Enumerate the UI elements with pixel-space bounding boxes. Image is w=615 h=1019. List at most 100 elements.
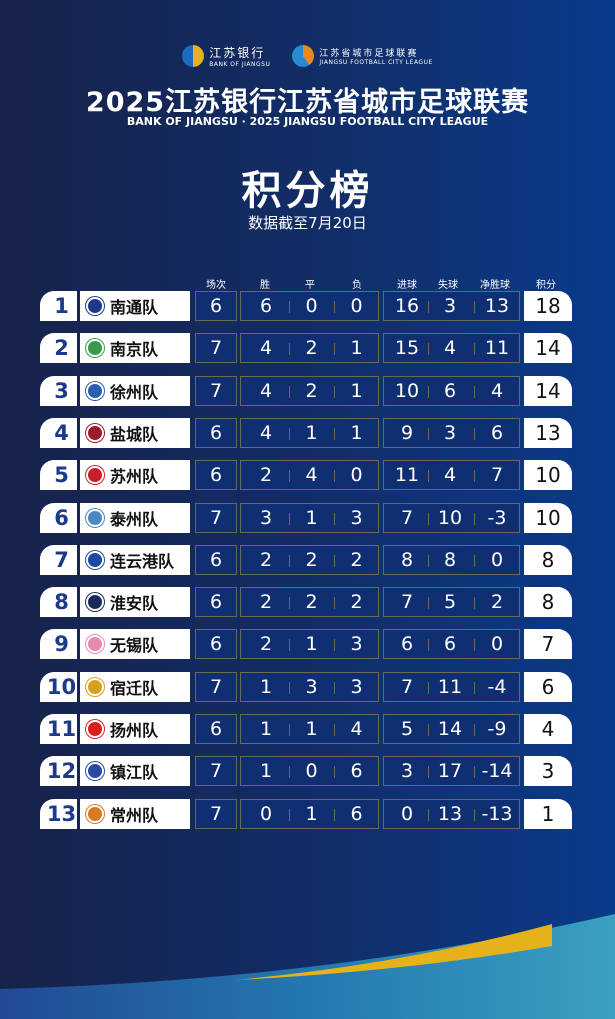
col-played: 场次 <box>206 280 226 291</box>
rank: 8 <box>40 587 77 618</box>
goals-against: 11 <box>437 675 463 698</box>
goals-for: 0 <box>400 802 414 825</box>
points: 4 <box>524 714 572 744</box>
table-row[interactable]: 12 镇江队 7 1 0 6 3 17 -14 3 <box>0 756 615 787</box>
rank: 4 <box>40 417 77 448</box>
draws: 1 <box>305 421 318 444</box>
goals-for: 7 <box>400 675 414 698</box>
goals-against: 3 <box>443 421 457 444</box>
team-cell: 宿迁队 <box>80 671 190 702</box>
goal-diff: 0 <box>490 633 504 656</box>
table-row[interactable]: 6 泰州队 7 3 1 3 7 10 -3 10 <box>0 502 615 533</box>
gold-stripe <box>235 924 552 980</box>
team-badge-icon <box>86 550 104 569</box>
decorative-wave <box>0 914 615 1019</box>
wins: 2 <box>259 591 273 614</box>
played: 6 <box>195 714 237 744</box>
wdl-group: 6 0 0 <box>240 291 379 321</box>
rank: 6 <box>40 502 77 533</box>
goals-group: 7 5 2 <box>383 587 520 618</box>
table-row[interactable]: 13 常州队 7 0 1 6 0 13 -13 1 <box>0 798 615 829</box>
table-row[interactable]: 4 盐城队 6 4 1 1 9 3 6 13 <box>0 417 615 448</box>
goals-for: 7 <box>400 591 414 614</box>
team-name: 淮安队 <box>110 594 159 614</box>
goals-group: 11 4 7 <box>383 460 520 491</box>
goals-for: 11 <box>394 464 420 487</box>
table-row[interactable]: 3 徐州队 7 4 2 1 10 6 4 14 <box>0 375 615 406</box>
table-row[interactable]: 7 连云港队 6 2 2 2 8 8 0 8 <box>0 544 615 575</box>
points: 8 <box>524 544 572 575</box>
team-cell: 扬州队 <box>80 714 190 744</box>
played: 6 <box>195 460 237 491</box>
team-cell: 苏州队 <box>80 460 190 491</box>
played: 7 <box>195 756 237 787</box>
played: 6 <box>195 587 237 618</box>
wdl-group: 4 2 1 <box>240 333 379 364</box>
goals-group: 7 11 -4 <box>383 671 520 702</box>
team-badge-icon <box>86 720 104 738</box>
table-row[interactable]: 8 淮安队 6 2 2 2 7 5 2 8 <box>0 587 615 618</box>
league-logo-icon <box>292 45 315 67</box>
played: 6 <box>195 629 237 660</box>
goal-diff: -4 <box>487 675 507 698</box>
goals-against: 10 <box>437 506 463 529</box>
goals-for: 15 <box>394 337 420 360</box>
rank: 3 <box>40 375 77 406</box>
standings-title: 积分榜 <box>241 168 374 214</box>
table-row[interactable]: 2 南京队 7 4 2 1 15 4 11 14 <box>0 333 615 364</box>
goal-diff: 7 <box>490 464 504 487</box>
losses: 1 <box>350 379 363 402</box>
points: 14 <box>524 333 572 364</box>
goals-against: 17 <box>437 760 463 783</box>
goals-against: 4 <box>443 464 457 487</box>
wins: 2 <box>259 548 273 571</box>
goal-diff: -3 <box>487 506 507 529</box>
points: 8 <box>524 587 572 618</box>
goals-against: 6 <box>443 633 457 656</box>
wdl-group: 1 0 6 <box>240 756 379 787</box>
table-row[interactable]: 9 无锡队 6 2 1 3 6 6 0 7 <box>0 629 615 660</box>
wins: 2 <box>259 464 273 487</box>
points: 7 <box>524 629 572 660</box>
team-cell: 南京队 <box>80 333 190 364</box>
col-losses: 负 <box>352 280 362 291</box>
goal-diff: -13 <box>481 802 513 825</box>
draws: 2 <box>305 591 318 614</box>
table-row[interactable]: 11 扬州队 6 1 1 4 5 14 -9 4 <box>0 714 615 744</box>
goals-for: 8 <box>400 548 414 571</box>
losses: 3 <box>350 506 363 529</box>
points: 13 <box>524 417 572 448</box>
team-badge-icon <box>86 423 104 442</box>
table-row[interactable]: 1 南通队 6 6 0 0 16 3 13 18 <box>0 291 615 321</box>
league-logo: 江苏省城市足球联赛 JIANGSU FOOTBALL CITY LEAGUE <box>292 45 432 67</box>
played: 7 <box>195 333 237 364</box>
team-name: 徐州队 <box>110 382 159 402</box>
rank: 5 <box>40 460 77 491</box>
goals-group: 5 14 -9 <box>383 714 520 744</box>
goals-against: 3 <box>443 295 457 317</box>
team-badge-icon <box>86 508 104 527</box>
losses: 2 <box>350 591 363 614</box>
col-wins: 胜 <box>260 280 270 291</box>
team-cell: 徐州队 <box>80 375 190 406</box>
goals-for: 16 <box>394 295 420 317</box>
wins: 4 <box>259 337 273 360</box>
team-name: 无锡队 <box>110 636 159 656</box>
played: 7 <box>195 375 237 406</box>
team-name: 扬州队 <box>110 721 159 740</box>
draws: 1 <box>305 718 318 740</box>
wdl-group: 1 3 3 <box>240 671 379 702</box>
goals-for: 9 <box>400 421 414 444</box>
goal-diff: 4 <box>490 379 504 402</box>
goals-for: 7 <box>400 506 414 529</box>
team-name: 南通队 <box>110 298 159 317</box>
table-row[interactable]: 10 宿迁队 7 1 3 3 7 11 -4 6 <box>0 671 615 702</box>
played: 6 <box>195 417 237 448</box>
goals-group: 16 3 13 <box>383 291 520 321</box>
wins: 1 <box>259 760 273 783</box>
wins: 1 <box>259 718 273 740</box>
points: 18 <box>524 291 572 321</box>
bank-logo: 江苏银行 BANK OF JIANGSU <box>182 44 270 68</box>
team-badge-icon <box>86 635 104 654</box>
table-row[interactable]: 5 苏州队 6 2 4 0 11 4 7 10 <box>0 460 615 491</box>
